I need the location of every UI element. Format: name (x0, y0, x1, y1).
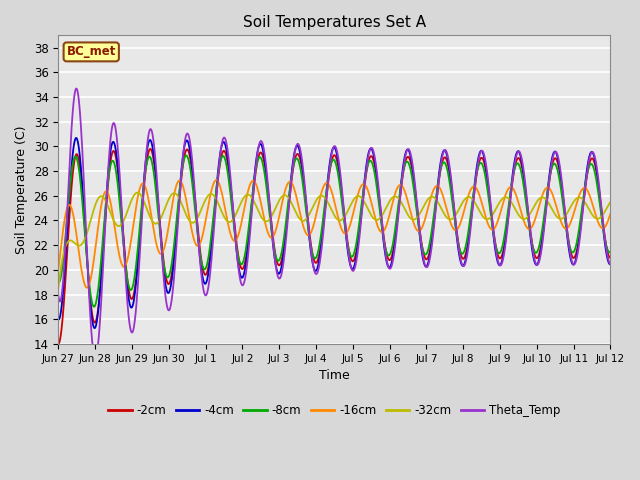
-16cm (266, 234, 274, 240)
-8cm (182, 153, 190, 158)
Y-axis label: Soil Temperature (C): Soil Temperature (C) (15, 125, 28, 254)
-2cm (596, 193, 604, 199)
-32cm (134, 190, 141, 195)
-16cm (54, 267, 62, 273)
Line: -8cm: -8cm (58, 156, 611, 307)
-4cm (291, 151, 298, 156)
-8cm (266, 218, 274, 224)
-16cm (150, 230, 158, 236)
-8cm (607, 249, 614, 254)
Text: BC_met: BC_met (67, 46, 116, 59)
Theta_Temp (118, 204, 125, 210)
-2cm (54, 341, 62, 347)
-2cm (607, 255, 614, 261)
-16cm (536, 198, 544, 204)
-4cm (266, 215, 274, 220)
-16cm (118, 261, 125, 266)
-2cm (150, 161, 158, 167)
-8cm (596, 202, 604, 208)
Title: Soil Temperatures Set A: Soil Temperatures Set A (243, 15, 426, 30)
-16cm (83, 285, 91, 290)
-16cm (291, 186, 298, 192)
-32cm (596, 215, 604, 221)
-4cm (72, 135, 80, 141)
-32cm (607, 199, 614, 205)
Theta_Temp (596, 190, 604, 196)
-8cm (90, 304, 98, 310)
-16cm (212, 177, 220, 183)
Theta_Temp (150, 146, 158, 152)
Theta_Temp (291, 153, 298, 158)
Theta_Temp (92, 355, 99, 361)
Theta_Temp (72, 85, 80, 91)
-8cm (150, 173, 158, 179)
Theta_Temp (607, 262, 614, 267)
-8cm (536, 237, 544, 243)
-2cm (147, 146, 154, 152)
Legend: -2cm, -4cm, -8cm, -16cm, -32cm, Theta_Temp: -2cm, -4cm, -8cm, -16cm, -32cm, Theta_Te… (104, 399, 565, 421)
Theta_Temp (536, 253, 544, 259)
-16cm (607, 211, 614, 216)
-32cm (291, 206, 298, 212)
-2cm (291, 160, 298, 166)
Line: -32cm: -32cm (58, 192, 611, 288)
-32cm (536, 195, 544, 201)
Line: Theta_Temp: Theta_Temp (58, 88, 611, 358)
-32cm (117, 222, 125, 228)
X-axis label: Time: Time (319, 369, 349, 382)
Theta_Temp (266, 210, 274, 216)
Line: -4cm: -4cm (58, 138, 611, 328)
Line: -16cm: -16cm (58, 180, 611, 288)
-2cm (536, 247, 544, 252)
-4cm (596, 196, 604, 202)
-4cm (150, 158, 158, 164)
-2cm (117, 206, 125, 212)
-8cm (54, 279, 62, 285)
-32cm (266, 216, 274, 221)
-8cm (291, 159, 298, 165)
-16cm (596, 223, 604, 229)
-4cm (91, 325, 99, 331)
-2cm (266, 209, 274, 215)
Line: -2cm: -2cm (58, 149, 611, 344)
-4cm (118, 213, 125, 218)
-4cm (607, 262, 614, 267)
Theta_Temp (54, 292, 62, 298)
-4cm (54, 316, 62, 322)
-32cm (54, 286, 62, 291)
-4cm (536, 250, 544, 255)
-8cm (118, 219, 125, 225)
-32cm (150, 220, 158, 226)
